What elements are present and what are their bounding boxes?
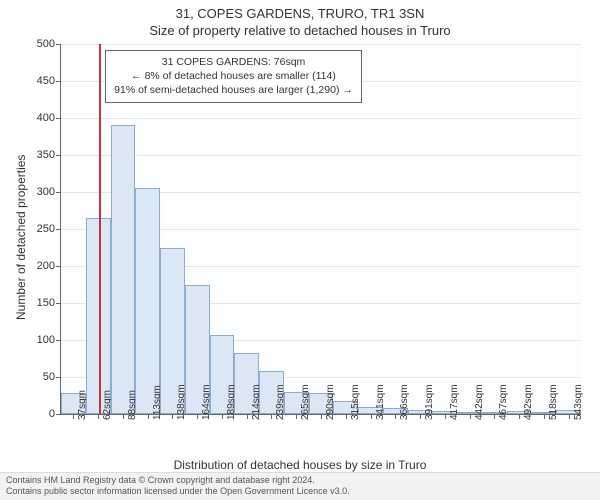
y-tick-label: 450 (15, 75, 55, 87)
x-tick (271, 414, 272, 419)
x-tick-label: 341sqm (375, 384, 386, 420)
x-tick-label: 442sqm (474, 384, 485, 420)
x-tick (445, 414, 446, 419)
x-tick-label: 417sqm (449, 384, 460, 420)
y-axis-label: Number of detached properties (14, 155, 28, 320)
y-tick-label: 150 (15, 297, 55, 309)
x-tick (346, 414, 347, 419)
x-tick (470, 414, 471, 419)
x-tick (197, 414, 198, 419)
x-tick-label: 518sqm (548, 384, 559, 420)
gridline (61, 155, 581, 156)
y-tick-label: 250 (15, 223, 55, 235)
y-tick (56, 377, 61, 378)
x-tick (519, 414, 520, 419)
x-tick (544, 414, 545, 419)
x-tick-label: 492sqm (523, 384, 534, 420)
x-tick-label: 543sqm (573, 384, 584, 420)
histogram-bar (111, 125, 136, 414)
y-tick (56, 414, 61, 415)
y-tick (56, 118, 61, 119)
info-line1: 31 COPES GARDENS: 76sqm (114, 55, 353, 69)
property-marker-line (99, 44, 101, 414)
x-tick (98, 414, 99, 419)
y-tick (56, 81, 61, 82)
y-tick-label: 0 (15, 408, 55, 420)
x-tick (395, 414, 396, 419)
y-tick-label: 400 (15, 112, 55, 124)
y-tick-label: 50 (15, 371, 55, 383)
y-tick-label: 100 (15, 334, 55, 346)
y-tick (56, 266, 61, 267)
y-tick-label: 200 (15, 260, 55, 272)
plot-area: 05010015020025030035040045050037sqm62sqm… (60, 44, 581, 415)
x-tick (148, 414, 149, 419)
x-tick (569, 414, 570, 419)
x-tick (296, 414, 297, 419)
y-tick (56, 192, 61, 193)
gridline (61, 118, 581, 119)
x-tick-label: 366sqm (399, 384, 410, 420)
histogram-bar (86, 218, 111, 414)
y-tick (56, 44, 61, 45)
y-tick-label: 500 (15, 38, 55, 50)
footer-line1: Contains HM Land Registry data © Crown c… (6, 475, 594, 486)
info-line2: ← 8% of detached houses are smaller (114… (114, 69, 353, 83)
y-tick (56, 340, 61, 341)
x-tick (371, 414, 372, 419)
x-tick (222, 414, 223, 419)
y-tick (56, 155, 61, 156)
footer-line2: Contains public sector information licen… (6, 486, 594, 497)
y-tick-label: 300 (15, 186, 55, 198)
x-tick-label: 467sqm (498, 384, 509, 420)
footer: Contains HM Land Registry data © Crown c… (0, 472, 600, 500)
page-title-line2: Size of property relative to detached ho… (0, 21, 600, 38)
x-tick (321, 414, 322, 419)
page-title-line1: 31, COPES GARDENS, TRURO, TR1 3SN (0, 0, 600, 21)
gridline (61, 44, 581, 45)
x-tick (123, 414, 124, 419)
x-axis-label: Distribution of detached houses by size … (0, 458, 600, 472)
info-line3: 91% of semi-detached houses are larger (… (114, 83, 353, 97)
histogram-bar (135, 188, 160, 414)
x-tick-label: 315sqm (350, 384, 361, 420)
x-tick (420, 414, 421, 419)
chart-container: 05010015020025030035040045050037sqm62sqm… (60, 44, 580, 414)
x-tick (494, 414, 495, 419)
y-tick (56, 303, 61, 304)
x-tick (172, 414, 173, 419)
x-tick-label: 391sqm (424, 384, 435, 420)
x-tick (73, 414, 74, 419)
info-box: 31 COPES GARDENS: 76sqm← 8% of detached … (105, 50, 362, 103)
x-tick (247, 414, 248, 419)
y-tick-label: 350 (15, 149, 55, 161)
y-tick (56, 229, 61, 230)
